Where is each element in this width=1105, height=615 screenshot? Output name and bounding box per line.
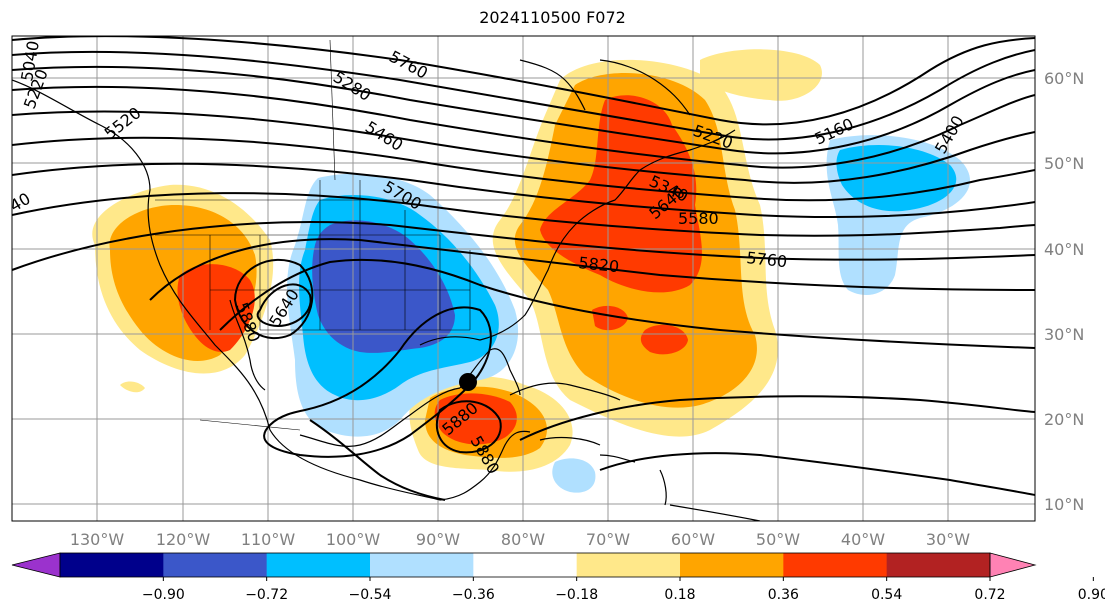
colorbar-swatch: [473, 553, 578, 577]
latitude-label: 50°N: [1044, 154, 1084, 173]
colorbar: −0.90 −0.72 −0.54 −0.36 −0.18 0.18 0.36 0.54 0.7…: [11, 552, 1105, 603]
colorbar-swatch: [60, 553, 164, 577]
colorbar-tick-label: −0.54: [349, 587, 392, 603]
contour-label: 5820: [578, 253, 620, 276]
colorbar-swatch: [886, 553, 991, 577]
latitude-label: 30°N: [1044, 325, 1084, 344]
latitude-axis: 60°N 50°N 40°N 30°N 20°N 10°N: [1044, 69, 1084, 514]
colorbar-tick-label: 0.18: [664, 587, 695, 603]
graticule: [12, 36, 1035, 521]
latitude-label: 60°N: [1044, 69, 1084, 88]
map-frame: [11, 35, 1036, 522]
colorbar-extend-high: [989, 552, 1037, 578]
colorbar-tick-label: 0.54: [871, 587, 902, 603]
longitude-label: 60°W: [671, 530, 715, 549]
height-contours: [12, 36, 1035, 501]
longitude-label: 120°W: [156, 530, 211, 549]
contour-label: 5580: [678, 209, 719, 228]
storm-center-dot[interactable]: [459, 373, 477, 391]
contour-label: 5760: [746, 248, 788, 271]
colorbar-tick-label: −0.90: [142, 587, 185, 603]
latitude-label: 20°N: [1044, 410, 1084, 429]
colorbar-tick-label: 0.72: [974, 587, 1005, 603]
map-field: [12, 36, 1035, 521]
colorbar-tick-label: −0.72: [245, 587, 288, 603]
latitude-label: 40°N: [1044, 240, 1084, 259]
longitude-label: 80°W: [501, 530, 545, 549]
map-title: 2024110500 F072: [479, 8, 626, 27]
longitude-axis: 130°W 120°W 110°W 100°W 90°W 80°W 70°W 6…: [70, 530, 970, 549]
colorbar-tick-label: 0.90: [1078, 587, 1105, 603]
colorbar-tick-label: −0.18: [555, 587, 598, 603]
longitude-label: 90°W: [416, 530, 460, 549]
colorbar-swatch: [163, 553, 268, 577]
colorbar-extend-low: [11, 552, 61, 578]
colorbar-swatch: [680, 553, 784, 577]
longitude-label: 50°W: [756, 530, 800, 549]
longitude-label: 30°W: [926, 530, 970, 549]
longitude-label: 70°W: [586, 530, 630, 549]
colorbar-swatch: [370, 553, 474, 577]
colorbar-swatch: [783, 553, 888, 577]
colorbar-tick-label: −0.36: [452, 587, 495, 603]
longitude-label: 40°W: [841, 530, 885, 549]
colorbar-swatch: [266, 553, 371, 577]
latitude-label: 10°N: [1044, 495, 1084, 514]
longitude-label: 130°W: [70, 530, 125, 549]
colorbar-swatch: [576, 553, 681, 577]
colorbar-tick-label: 0.36: [768, 587, 799, 603]
longitude-label: 110°W: [241, 530, 296, 549]
longitude-label: 100°W: [326, 530, 381, 549]
positive-anomaly-shading: [92, 49, 822, 472]
colorbar-border: [59, 552, 991, 578]
